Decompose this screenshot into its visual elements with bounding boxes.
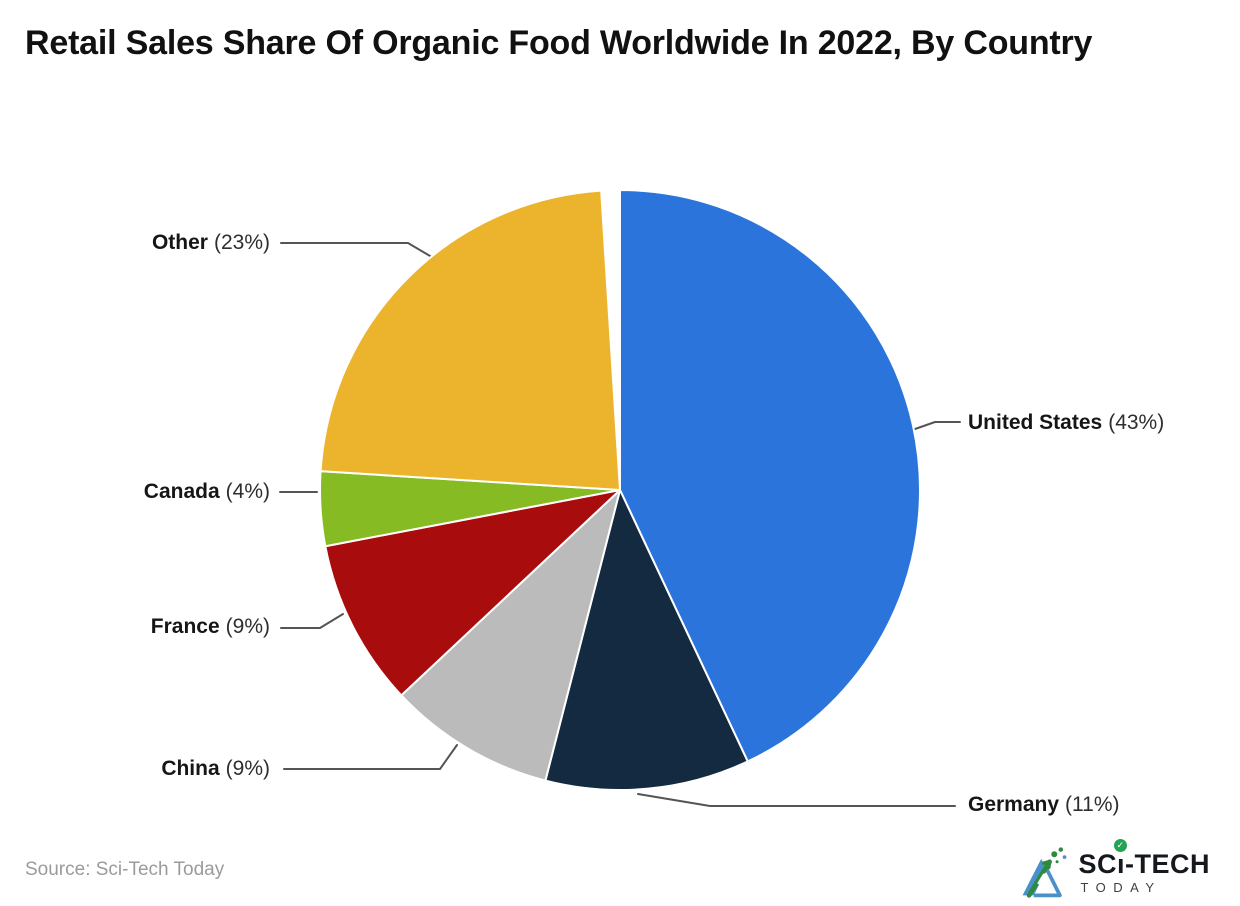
leader-line-germany <box>637 793 956 807</box>
pie-slice-france <box>324 489 621 697</box>
logo-text-pre: SC <box>1078 848 1117 879</box>
slice-label-germany-name: Germany <box>968 793 1060 816</box>
pie-slice-other <box>319 189 621 491</box>
slice-label-france-name: France <box>150 615 220 638</box>
slice-label-united-states-name: United States <box>968 411 1103 434</box>
logo-letter-i: ı ✓ <box>1113 838 1127 878</box>
slice-label-canada: Canada (4%) <box>144 480 270 504</box>
pie-slice-china <box>400 489 621 782</box>
slice-label-france-pct: (9%) <box>225 615 270 638</box>
slice-label-china: China (9%) <box>161 757 270 781</box>
scitech-today-logo: SC ı ✓ -TECH TODAY <box>1016 838 1210 901</box>
check-icon: ✓ <box>1113 838 1127 852</box>
slice-label-other: Other (23%) <box>152 231 270 255</box>
leader-line-france <box>280 613 344 629</box>
scitech-logo-sub: TODAY <box>1080 879 1162 895</box>
slice-label-canada-name: Canada <box>143 480 220 503</box>
slice-label-china-pct: (9%) <box>225 757 270 780</box>
leader-line-united-states <box>914 421 961 430</box>
pie-slice-united-states <box>619 189 921 763</box>
scitech-logo-icon <box>1023 847 1067 898</box>
slice-label-germany: Germany (11%) <box>968 793 1120 817</box>
source-credit: Source: Sci-Tech Today <box>25 859 225 880</box>
slice-label-france: France (9%) <box>151 615 270 639</box>
slice-label-other-pct: (23%) <box>213 231 270 254</box>
slice-label-united-states: United States (43%) <box>968 411 1164 435</box>
scitech-logo-text: SC ı ✓ -TECH TODAY <box>1078 838 1210 895</box>
slice-label-united-states-pct: (43%) <box>1108 411 1165 434</box>
pie-slice-germany <box>544 489 749 791</box>
slice-label-canada-pct: (4%) <box>225 480 270 503</box>
chart-title: Retail Sales Share Of Organic Food World… <box>25 24 1093 62</box>
slice-label-germany-pct: (11%) <box>1065 793 1120 816</box>
scitech-logo-main: SC ı ✓ -TECH <box>1078 838 1210 879</box>
leader-line-other <box>280 242 448 267</box>
leader-line-china <box>283 744 458 770</box>
slice-label-china-name: China <box>161 757 220 780</box>
logo-text-post: -TECH <box>1125 848 1210 879</box>
slice-label-other-name: Other <box>151 231 208 254</box>
pie <box>319 189 921 791</box>
